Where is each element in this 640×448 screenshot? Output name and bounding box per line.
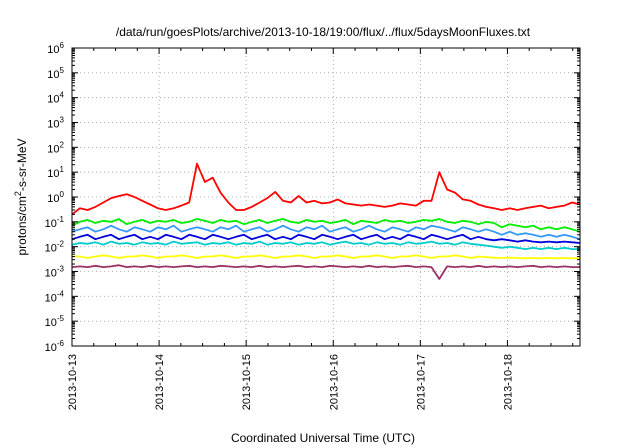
y-tick-exponent: -4 [57,289,65,298]
y-tick-base: 10 [47,119,59,131]
series-line [71,264,580,280]
y-tick-base: 10 [47,168,59,180]
chart-title: /data/run/goesPlots/archive/2013-10-18/1… [116,25,531,39]
y-tick-exponent: 1 [60,165,65,174]
y-tick-label: 105 [47,66,64,81]
y-tick-label: 10-4 [45,289,65,304]
y-tick-exponent: 5 [60,66,65,75]
y-tick-label: 104 [47,91,64,106]
x-tick-label: 2013-10-15 [241,354,253,410]
y-tick-base: 10 [45,268,57,280]
y-tick-base: 10 [45,317,57,329]
y-tick-base: 10 [45,243,57,255]
y-tick-exponent: 4 [60,91,65,100]
series-line [71,240,580,251]
y-tick-exponent: 2 [60,140,65,149]
y-axis-title-main: protons/cm [15,196,29,255]
series-line [71,218,581,233]
x-tick-label: 2013-10-17 [415,354,427,410]
y-tick-label: 101 [47,165,64,180]
y-tick-base: 10 [45,292,57,304]
y-tick-label: 106 [47,41,64,56]
y-tick-base: 10 [47,193,59,205]
y-tick-base: 10 [45,218,57,230]
y-tick-label: 10-1 [45,215,65,230]
axis-ticks [71,47,580,347]
x-tick-label: 2013-10-18 [502,354,514,410]
y-tick-label: 10-2 [45,240,65,255]
y-tick-exponent: -2 [57,240,65,249]
y-tick-label: 102 [47,140,64,155]
y-axis-tick-labels: 10-610-510-410-310-210-11001011021031041… [45,41,65,354]
series-line [71,233,581,244]
y-axis-title-superscript: 2 [13,191,23,196]
y-tick-base: 10 [47,69,59,81]
y-tick-label: 103 [47,116,64,131]
y-tick-base: 10 [47,143,59,155]
y-tick-base: 10 [47,44,59,56]
x-tick-label: 2013-10-14 [154,354,166,410]
y-tick-exponent: 0 [60,190,65,199]
series-line [72,254,580,260]
x-axis-tick-labels: 2013-10-13 2013-10-14 2013-10-15 2013-10-16… [67,354,514,410]
y-tick-exponent: 6 [60,41,65,50]
grid-lines [72,48,580,346]
x-tick-label: 2013-10-13 [67,354,79,410]
series-line [71,162,581,216]
y-tick-label: 100 [47,190,64,205]
y-tick-exponent: -5 [57,314,65,323]
x-tick-label: 2013-10-16 [328,354,340,410]
y-tick-label: 10-3 [45,265,65,280]
y-tick-exponent: -6 [57,339,65,348]
series-line [71,224,581,241]
y-axis-title: protons/cm2-s-sr-MeV [13,138,29,255]
y-axis-title-tail: -s-sr-MeV [15,138,29,191]
y-tick-base: 10 [47,94,59,106]
y-tick-exponent: -3 [57,265,65,274]
series-lines [71,162,581,280]
y-tick-base: 10 [45,342,57,354]
x-axis-title: Coordinated Universal Time (UTC) [231,431,415,445]
y-tick-label: 10-5 [45,314,65,329]
y-tick-exponent: -1 [57,215,65,224]
y-tick-exponent: 3 [60,116,65,125]
y-tick-label: 10-6 [45,339,65,354]
